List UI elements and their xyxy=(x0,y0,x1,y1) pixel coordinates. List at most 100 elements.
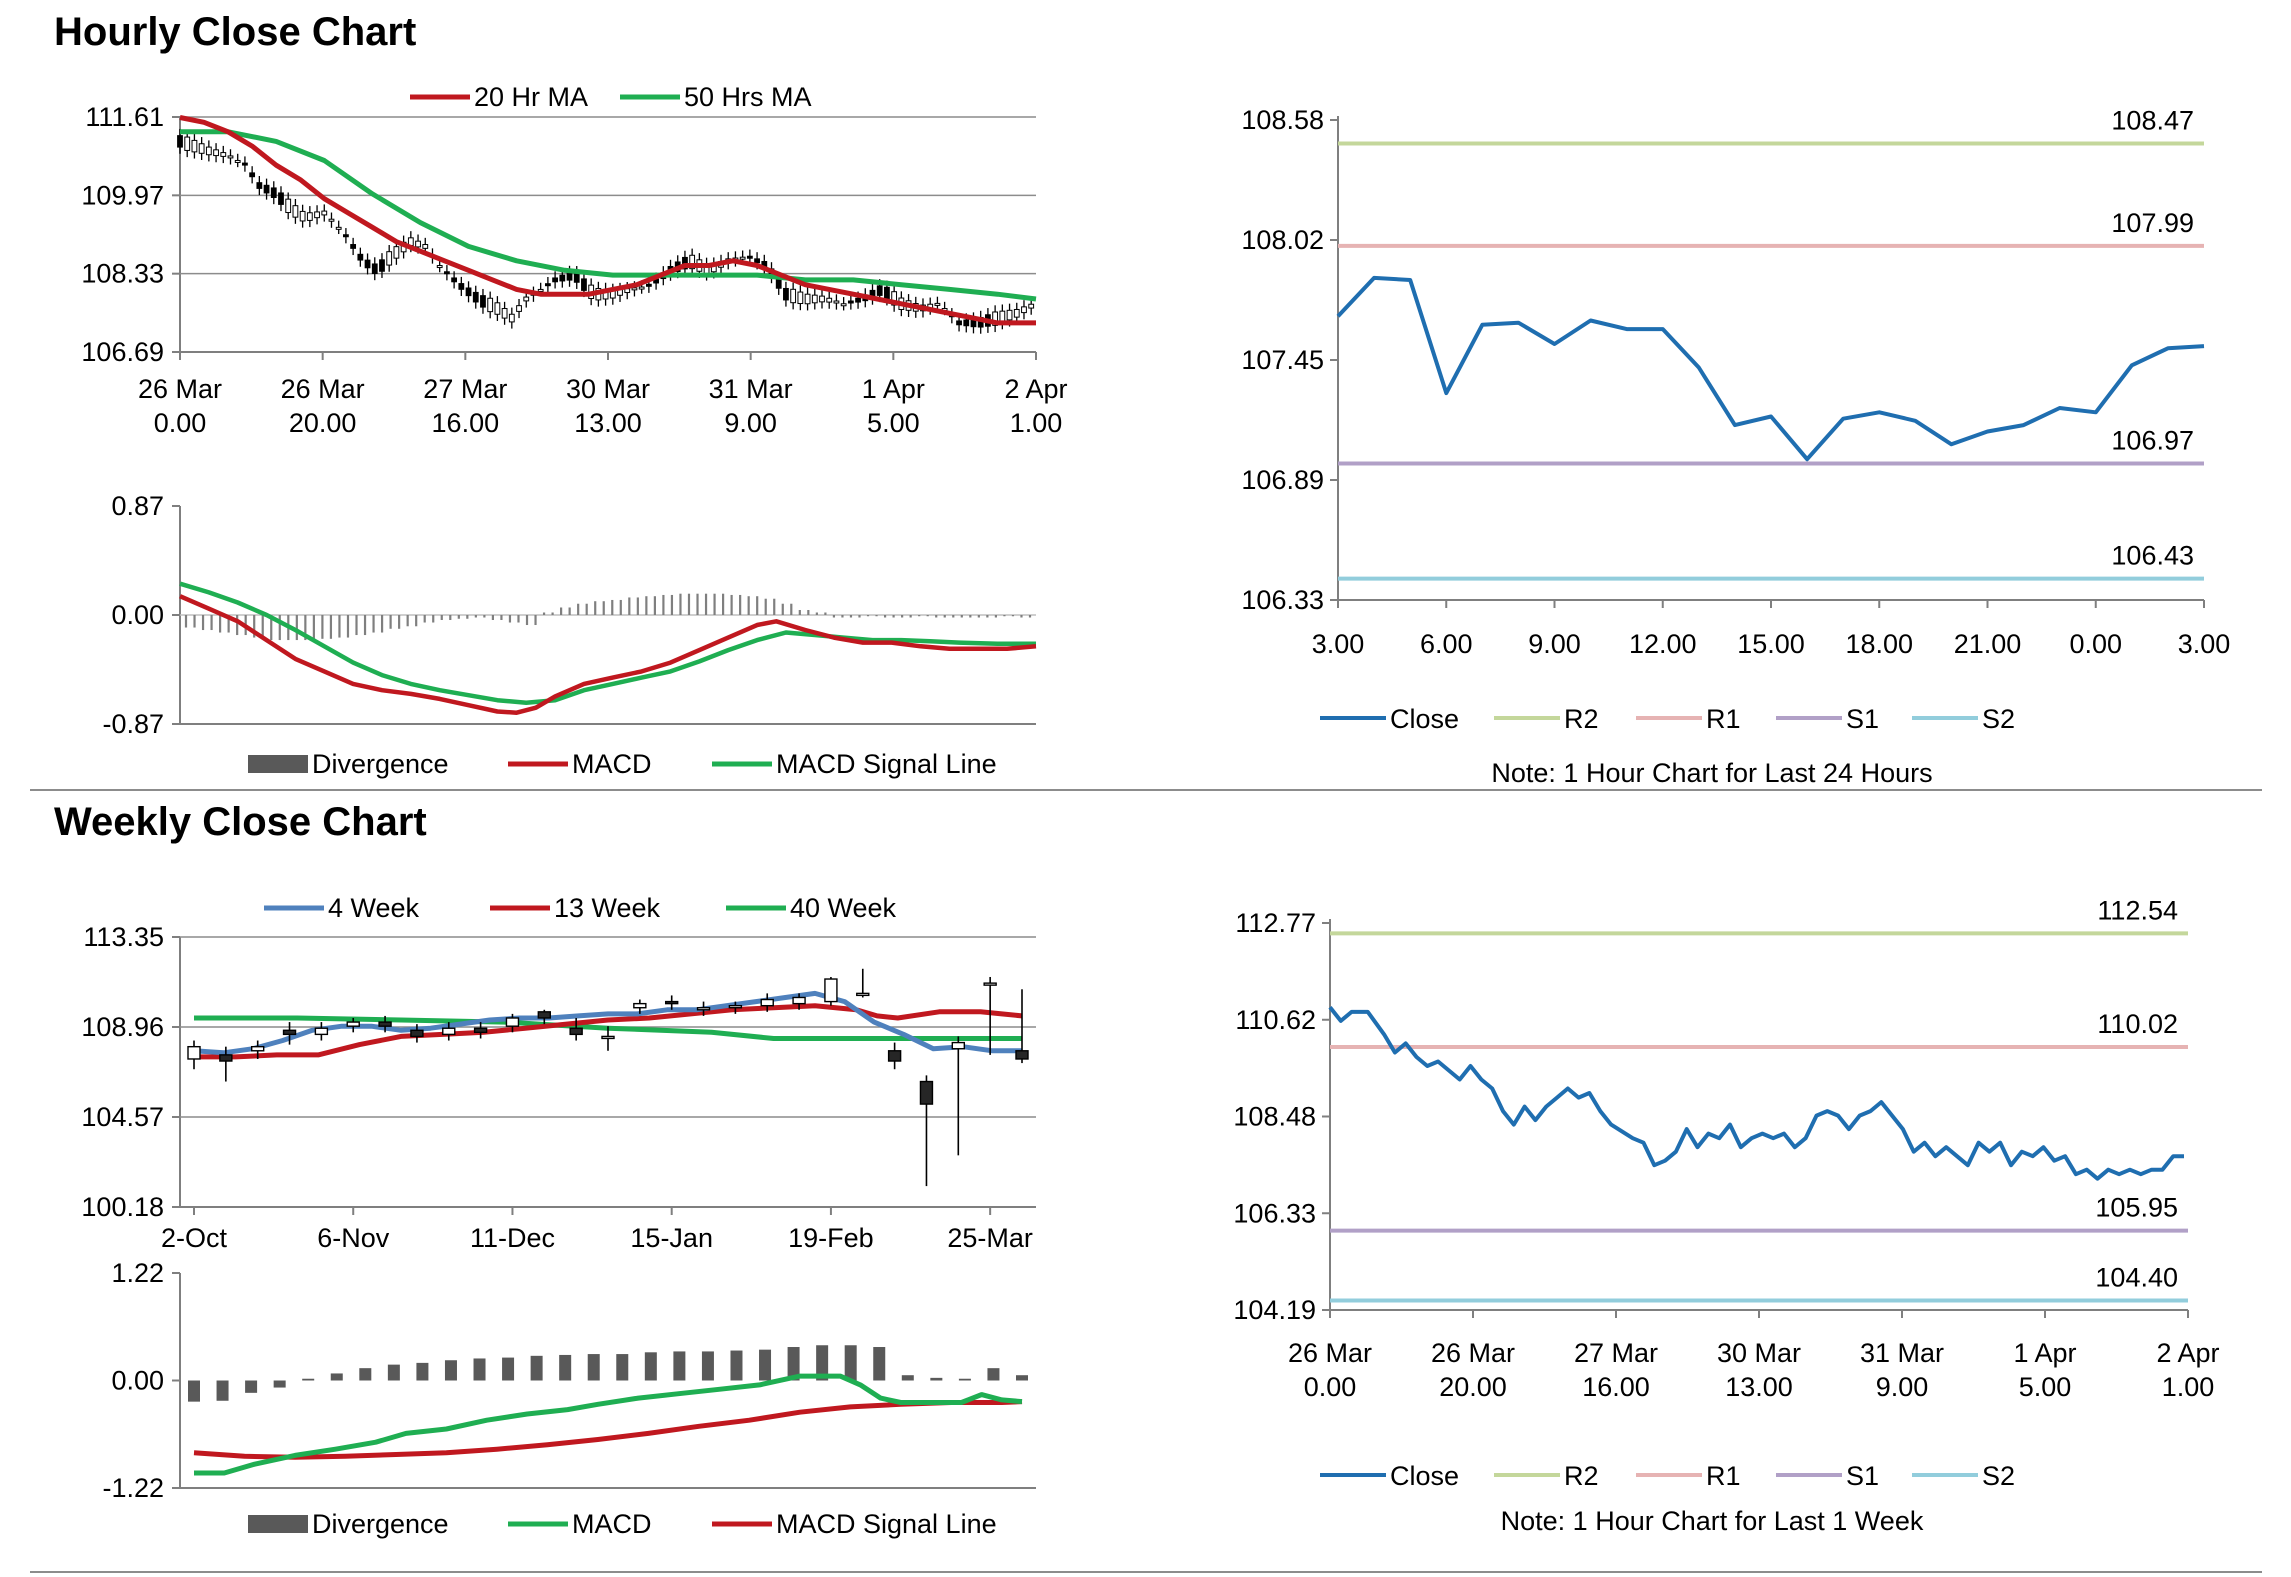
weekly-pivot-x-tick-label: 31 Mar xyxy=(1860,1338,1944,1368)
weekly-candle-body xyxy=(187,1045,201,1060)
weekly-divergence-bar xyxy=(188,1380,200,1402)
weekly-candle-body xyxy=(856,992,870,997)
hourly-candle-body xyxy=(537,288,544,292)
hourly-candle-body xyxy=(956,320,962,326)
weekly-divergence-bar xyxy=(644,1352,657,1381)
weekly-price-legend-label: 4 Week xyxy=(328,893,420,923)
weekly-candle-body xyxy=(696,1007,711,1011)
hourly-price-y-tick-label: 106.69 xyxy=(81,337,164,367)
hourly-candle-body xyxy=(415,240,421,248)
hourly-candle-body xyxy=(306,212,313,221)
hourly-candle-body xyxy=(487,297,494,313)
weekly-pivot-r2-level-label: 112.54 xyxy=(2097,895,2178,925)
weekly-divergence-bar xyxy=(816,1345,829,1381)
weekly-candle-body xyxy=(346,1021,360,1027)
weekly-pivot-x-tick-label: 5.00 xyxy=(2019,1372,2072,1402)
weekly-macd-legend-swatch xyxy=(248,1515,308,1533)
hourly-macd-y-tick-label: 0.87 xyxy=(111,491,164,521)
weekly-price-x-tick-label: 25-Mar xyxy=(947,1223,1033,1253)
weekly-candle-body xyxy=(664,1000,679,1005)
weekly-candle-body xyxy=(410,1029,424,1038)
hourly-candle-body xyxy=(783,287,789,301)
hourly-candle-body xyxy=(321,210,328,216)
hourly-candle-body xyxy=(804,293,811,305)
hourly-pivot-legend-label: R1 xyxy=(1706,704,1741,734)
hourly-candle-body xyxy=(292,205,299,218)
weekly-candle-body xyxy=(442,1027,456,1036)
weekly-candle-body xyxy=(887,1050,902,1062)
hourly-candle-body xyxy=(191,139,198,153)
hourly-pivot-s2-level-label: 106.43 xyxy=(2111,541,2194,571)
weekly-pivot-note: Note: 1 Hour Chart for Last 1 Week xyxy=(1501,1506,1924,1536)
hourly-candle-body xyxy=(270,187,277,198)
hourly-pivot-legend-label: R2 xyxy=(1564,704,1599,734)
weekly-candle-body xyxy=(250,1045,265,1052)
hourly-pivot-s1-level-label: 106.97 xyxy=(2111,425,2194,455)
weekly-price-x-tick-label: 2-Oct xyxy=(161,1223,228,1253)
hourly-candle-body xyxy=(992,311,999,326)
weekly-candle-body xyxy=(601,1035,615,1040)
hourly-pivot-x-tick-label: 12.00 xyxy=(1629,629,1697,659)
hourly-pivot-x-tick-label: 3.00 xyxy=(2178,629,2231,659)
weekly-pivot-x-tick-label: 26 Mar xyxy=(1288,1338,1372,1368)
hourly-candle-body xyxy=(891,291,898,306)
weekly-candle-body xyxy=(314,1027,329,1036)
hourly-candle-body xyxy=(689,254,696,270)
hourly-price-y-tick-label: 108.33 xyxy=(81,259,164,289)
weekly-divergence-bar xyxy=(930,1377,943,1381)
weekly-divergence-bar xyxy=(502,1357,515,1381)
hourly-candle-body xyxy=(516,305,522,312)
weekly-pivot-x-tick-label: 2 Apr xyxy=(2156,1338,2219,1368)
hourly-candle-body xyxy=(847,300,854,304)
hourly-price-y-tick-label: 111.61 xyxy=(85,102,164,132)
hourly-price-x-tick-label: 26 Mar xyxy=(138,374,222,404)
weekly-pivot-y-tick-label: 104.19 xyxy=(1233,1295,1316,1325)
weekly-divergence-bar xyxy=(473,1358,486,1381)
hourly-pivot-legend-label: S2 xyxy=(1982,704,2015,734)
weekly-macd-y-tick-label: 0.00 xyxy=(111,1366,164,1396)
hourly-price-x-tick-label: 20.00 xyxy=(289,408,357,438)
hourly-signal-line xyxy=(179,581,1036,705)
weekly-4w-line xyxy=(193,990,1022,1056)
hourly-candle-body xyxy=(198,143,205,154)
hourly-candle-body xyxy=(797,291,804,305)
hourly-price-x-tick-label: 0.00 xyxy=(154,408,207,438)
hourly-candle-body xyxy=(242,162,248,166)
hourly-pivot-y-tick-label: 106.33 xyxy=(1241,585,1324,615)
hourly-candle-body xyxy=(934,302,941,306)
weekly-price-x-tick-label: 19-Feb xyxy=(788,1223,874,1253)
hourly-candle-body xyxy=(328,218,335,222)
weekly-candle-body xyxy=(728,1004,743,1009)
hourly-candle-body xyxy=(833,300,840,304)
weekly-divergence-bar xyxy=(901,1375,914,1381)
weekly-pivot-legend-label: S1 xyxy=(1846,1461,1879,1491)
weekly-pivot-close-line xyxy=(1328,1006,2184,1181)
weekly-candle-body xyxy=(633,1002,647,1009)
weekly-pivot-r1-level-label: 110.02 xyxy=(2097,1009,2178,1039)
hourly-candle-body xyxy=(884,286,890,300)
weekly-divergence-bar xyxy=(616,1354,629,1381)
weekly-pivot-s1-level-label: 105.95 xyxy=(2095,1193,2178,1223)
weekly-divergence-bar xyxy=(673,1351,686,1381)
hourly-macd-y-tick-label: 0.00 xyxy=(111,600,164,630)
weekly-macd-legend-label: MACD xyxy=(572,1509,652,1539)
weekly-pivot-s2-level-label: 104.40 xyxy=(2095,1263,2178,1293)
hourly-candle-body xyxy=(386,251,393,266)
weekly-macd-y-tick-label: 1.22 xyxy=(111,1258,164,1288)
hourly-candle-body xyxy=(1006,309,1013,321)
weekly-section-title: Weekly Close Chart xyxy=(54,800,427,844)
weekly-divergence-bar xyxy=(787,1347,800,1381)
hourly-candle-body xyxy=(436,265,443,269)
weekly-pivot-legend-label: S2 xyxy=(1982,1461,2015,1491)
hourly-candle-body xyxy=(523,296,530,302)
weekly-candle-body xyxy=(919,1080,934,1105)
hourly-candle-body xyxy=(364,259,371,269)
hourly-candle-body xyxy=(876,285,883,296)
weekly-divergence-bar xyxy=(359,1368,372,1381)
hourly-candle-body xyxy=(1013,308,1020,318)
weekly-macd-line xyxy=(194,1373,1023,1476)
hourly-candle-body xyxy=(631,287,638,291)
weekly-pivot-x-tick-label: 13.00 xyxy=(1725,1372,1793,1402)
hourly-candle-body xyxy=(494,302,501,315)
weekly-pivot-x-tick-label: 1.00 xyxy=(2162,1372,2215,1402)
